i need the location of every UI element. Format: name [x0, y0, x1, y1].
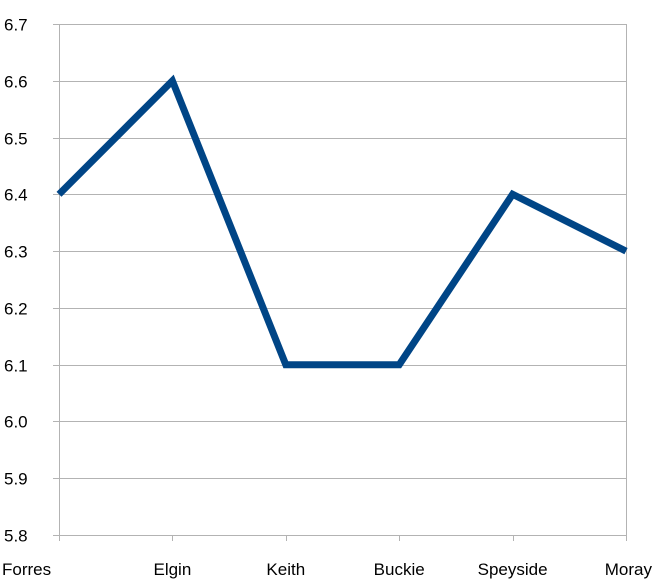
x-tick-label: Moray	[605, 560, 653, 579]
y-tick-label: 6.2	[4, 300, 28, 319]
y-tick-label: 6.1	[4, 357, 28, 376]
y-tick-label: 6.6	[4, 73, 28, 92]
x-tick-label: Keith	[266, 560, 305, 579]
y-tick-label: 6.3	[4, 243, 28, 262]
x-axis-tick-labels: Forres Elgin Keith Buckie Speyside Moray	[2, 560, 652, 579]
y-axis-tick-labels: 5.8 5.9 6.0 6.1 6.2 6.3 6.4 6.5 6.6 6.7	[4, 16, 28, 546]
x-tick-label: Buckie	[374, 560, 425, 579]
gridlines	[53, 24, 626, 536]
x-tick-label: Speyside	[478, 560, 548, 579]
y-tick-label: 6.7	[4, 16, 28, 35]
x-tick-label: Forres	[2, 560, 51, 579]
axes	[59, 24, 627, 541]
y-tick-label: 5.9	[4, 470, 28, 489]
y-tick-label: 6.0	[4, 413, 28, 432]
x-tick-label: Elgin	[153, 560, 191, 579]
y-tick-label: 5.8	[4, 527, 28, 546]
y-tick-label: 6.5	[4, 130, 28, 149]
series-line	[56, 74, 628, 369]
y-tick-label: 6.4	[4, 186, 28, 205]
series-layer	[56, 74, 628, 369]
